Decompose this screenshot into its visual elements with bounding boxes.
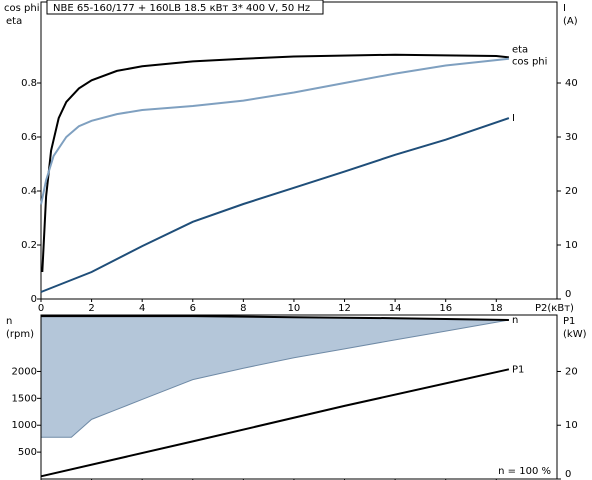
y2-axis-label: P1 — [563, 316, 575, 327]
x-axis-label: P2(кВт) — [535, 303, 574, 314]
y-tick-label: 1500 — [12, 393, 37, 404]
y2-tick-label: 0 — [565, 289, 571, 300]
y-tick-label: 1000 — [12, 420, 37, 431]
series-line — [40, 117, 510, 293]
series-label: cos phi — [512, 57, 547, 68]
x-tick-label: 18 — [490, 303, 503, 314]
y2-tick-label: 40 — [565, 78, 578, 89]
series-label: P1 — [512, 364, 524, 375]
y-tick-label: 0.2 — [21, 240, 37, 251]
y-tick-label: 2000 — [12, 366, 37, 377]
y2-axis-label: (A) — [563, 16, 578, 27]
series-line — [40, 368, 510, 478]
series-line — [40, 57, 510, 205]
x-tick-label: 2 — [88, 303, 94, 314]
series-label: eta — [512, 44, 528, 55]
plot-frame — [40, 314, 558, 480]
x-tick-label: 12 — [338, 303, 351, 314]
y-axis-label: n — [6, 316, 12, 327]
series-label: n — [512, 315, 518, 326]
y2-tick-label: 30 — [565, 132, 578, 143]
y-axis-label: cos phi — [4, 3, 39, 14]
y2-axis-label: (kW) — [563, 329, 587, 340]
y2-tick-label: 10 — [565, 240, 578, 251]
series-line — [41, 315, 509, 321]
y-tick-label: 0 — [31, 294, 37, 305]
x-tick-label: 10 — [288, 303, 301, 314]
note: n = 100 % — [498, 466, 551, 477]
x-tick-label: 6 — [190, 303, 196, 314]
x-tick-label: 16 — [439, 303, 452, 314]
y2-axis-label: I — [563, 3, 566, 14]
y-tick-label: 500 — [18, 447, 37, 458]
plot-frame — [40, 1, 558, 300]
x-tick-label: 0 — [38, 303, 44, 314]
series-label: I — [512, 113, 515, 124]
y-axis-label: eta — [6, 16, 22, 27]
series-line — [41, 53, 510, 273]
y2-tick-label: 0 — [565, 469, 571, 480]
x-tick-label: 14 — [389, 303, 402, 314]
y-tick-label: 0.4 — [21, 186, 37, 197]
x-tick-label: 8 — [240, 303, 246, 314]
range-area — [40, 315, 510, 438]
y2-tick-label: 10 — [565, 420, 578, 431]
chart-title: NBE 65-160/177 + 160LB 18.5 кВт 3* 400 V… — [53, 3, 310, 14]
y2-tick-label: 20 — [565, 186, 578, 197]
y-axis-label: (rpm) — [6, 329, 34, 340]
title-box — [46, 0, 324, 15]
x-tick-label: 4 — [139, 303, 145, 314]
y2-tick-label: 20 — [565, 366, 578, 377]
y-tick-label: 0.6 — [21, 132, 37, 143]
y-tick-label: 0.8 — [21, 78, 37, 89]
